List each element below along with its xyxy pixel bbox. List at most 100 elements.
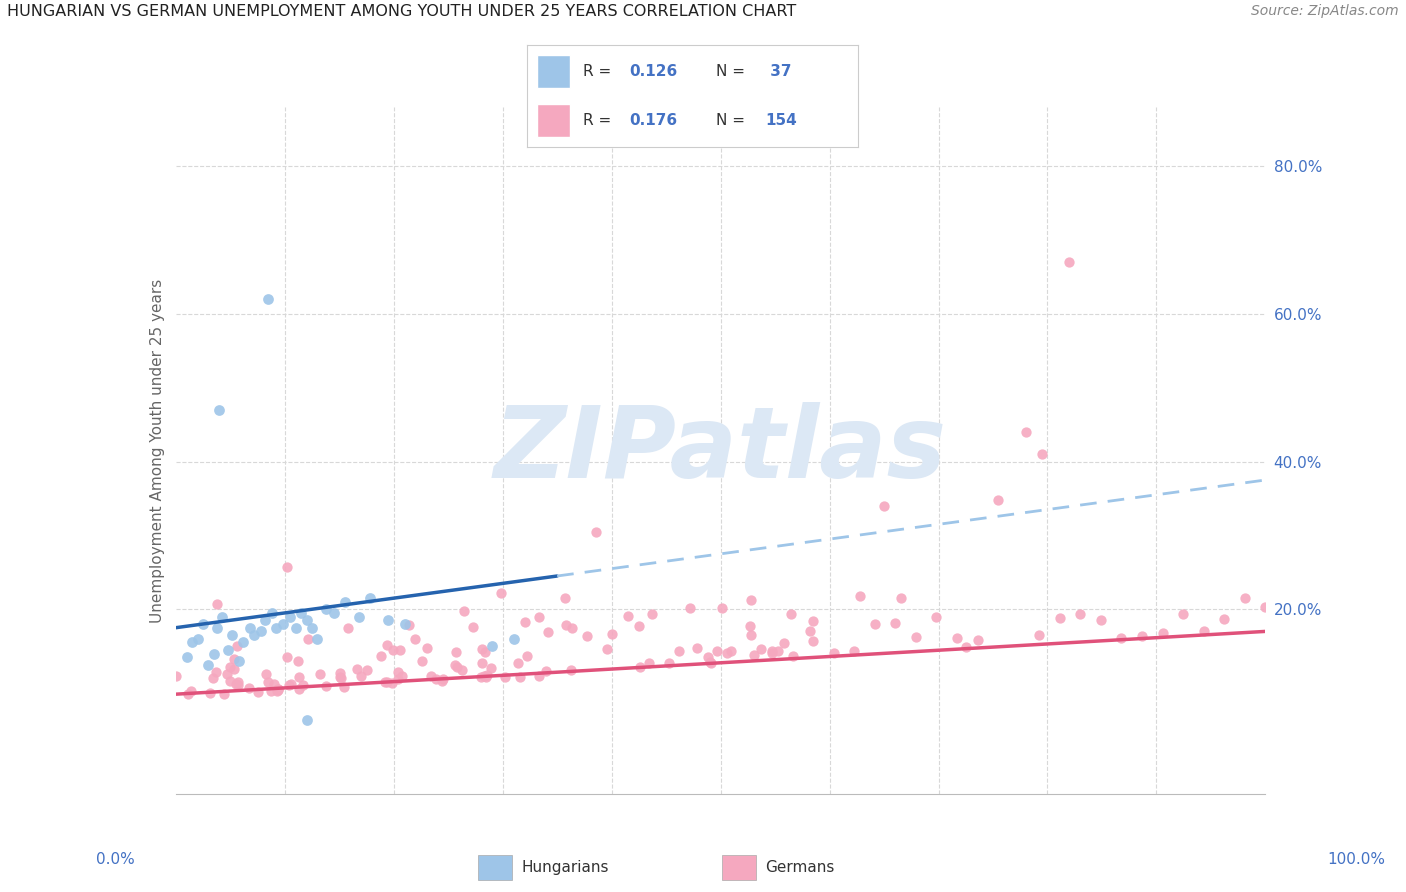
Point <box>208 402 231 417</box>
Point <box>420 669 443 683</box>
Point <box>685 641 707 656</box>
Point <box>479 661 502 675</box>
Point <box>404 632 426 647</box>
Point <box>260 606 283 620</box>
Point <box>773 636 796 650</box>
Point <box>987 493 1010 508</box>
Point <box>716 646 738 660</box>
Point <box>575 629 598 643</box>
Point <box>890 591 912 606</box>
Point <box>350 669 373 683</box>
Point <box>801 634 824 648</box>
Point <box>176 687 198 701</box>
Point <box>494 670 516 684</box>
Point <box>267 681 290 696</box>
Point <box>471 656 494 670</box>
Bar <box>537 55 571 87</box>
Point <box>844 644 866 658</box>
Point <box>472 668 495 682</box>
Point <box>801 615 824 629</box>
Point <box>257 675 280 690</box>
Point <box>287 654 309 668</box>
Point <box>711 600 734 615</box>
Point <box>277 678 299 692</box>
Point <box>221 628 243 642</box>
Point <box>211 609 233 624</box>
Point <box>359 591 381 606</box>
Point <box>560 663 582 677</box>
Point <box>346 662 368 676</box>
Point <box>617 609 640 624</box>
Point <box>197 657 219 672</box>
Point <box>502 632 524 646</box>
Point <box>260 684 283 698</box>
Point <box>381 643 404 657</box>
Point <box>641 607 664 621</box>
Point <box>217 643 239 657</box>
Point <box>904 630 927 644</box>
Point <box>1049 611 1071 625</box>
Point <box>225 677 247 691</box>
Point <box>536 624 558 639</box>
Point <box>280 677 302 691</box>
Text: Source: ZipAtlas.com: Source: ZipAtlas.com <box>1251 4 1399 19</box>
Point <box>377 613 399 627</box>
Text: 0.126: 0.126 <box>630 63 678 78</box>
Point <box>470 671 492 685</box>
Point <box>451 664 474 678</box>
Point <box>329 670 352 684</box>
Point <box>561 621 583 635</box>
Point <box>288 682 311 697</box>
Point <box>1069 607 1091 621</box>
Point <box>740 593 762 607</box>
Point <box>742 648 765 663</box>
Text: 0.0%: 0.0% <box>96 852 135 867</box>
Point <box>600 627 623 641</box>
Point <box>751 641 773 656</box>
Point <box>198 686 221 700</box>
Point <box>329 672 352 686</box>
Point <box>246 685 269 699</box>
Point <box>471 641 494 656</box>
Point <box>387 665 409 679</box>
Point <box>782 648 804 663</box>
Point <box>381 676 404 690</box>
Point <box>222 662 245 676</box>
Point <box>628 618 651 632</box>
Point <box>232 635 254 649</box>
Point <box>204 665 226 679</box>
Point <box>1028 628 1050 642</box>
Point <box>516 648 538 663</box>
Point <box>1192 624 1215 639</box>
Point <box>264 621 287 635</box>
Point <box>284 621 307 635</box>
Point <box>509 670 531 684</box>
Point <box>411 654 433 668</box>
Point <box>1233 591 1256 605</box>
Point <box>176 650 198 665</box>
Point <box>446 660 468 674</box>
Point <box>720 644 742 658</box>
Point <box>226 639 249 653</box>
Text: R =: R = <box>583 113 617 128</box>
Point <box>295 713 318 727</box>
Point <box>315 679 337 693</box>
Point <box>181 635 204 649</box>
Point <box>1173 607 1195 622</box>
Point <box>271 617 294 632</box>
Point <box>228 654 250 668</box>
Point <box>706 644 728 658</box>
Point <box>1015 425 1038 439</box>
Point <box>1152 625 1174 640</box>
Bar <box>478 855 512 880</box>
Point <box>475 668 498 682</box>
Text: 0.176: 0.176 <box>630 113 678 128</box>
Point <box>1213 612 1236 626</box>
Point <box>555 617 578 632</box>
Bar <box>537 104 571 137</box>
Point <box>219 659 242 673</box>
Point <box>699 655 721 669</box>
Point <box>474 645 496 659</box>
Point <box>696 649 718 664</box>
Point <box>658 656 681 670</box>
